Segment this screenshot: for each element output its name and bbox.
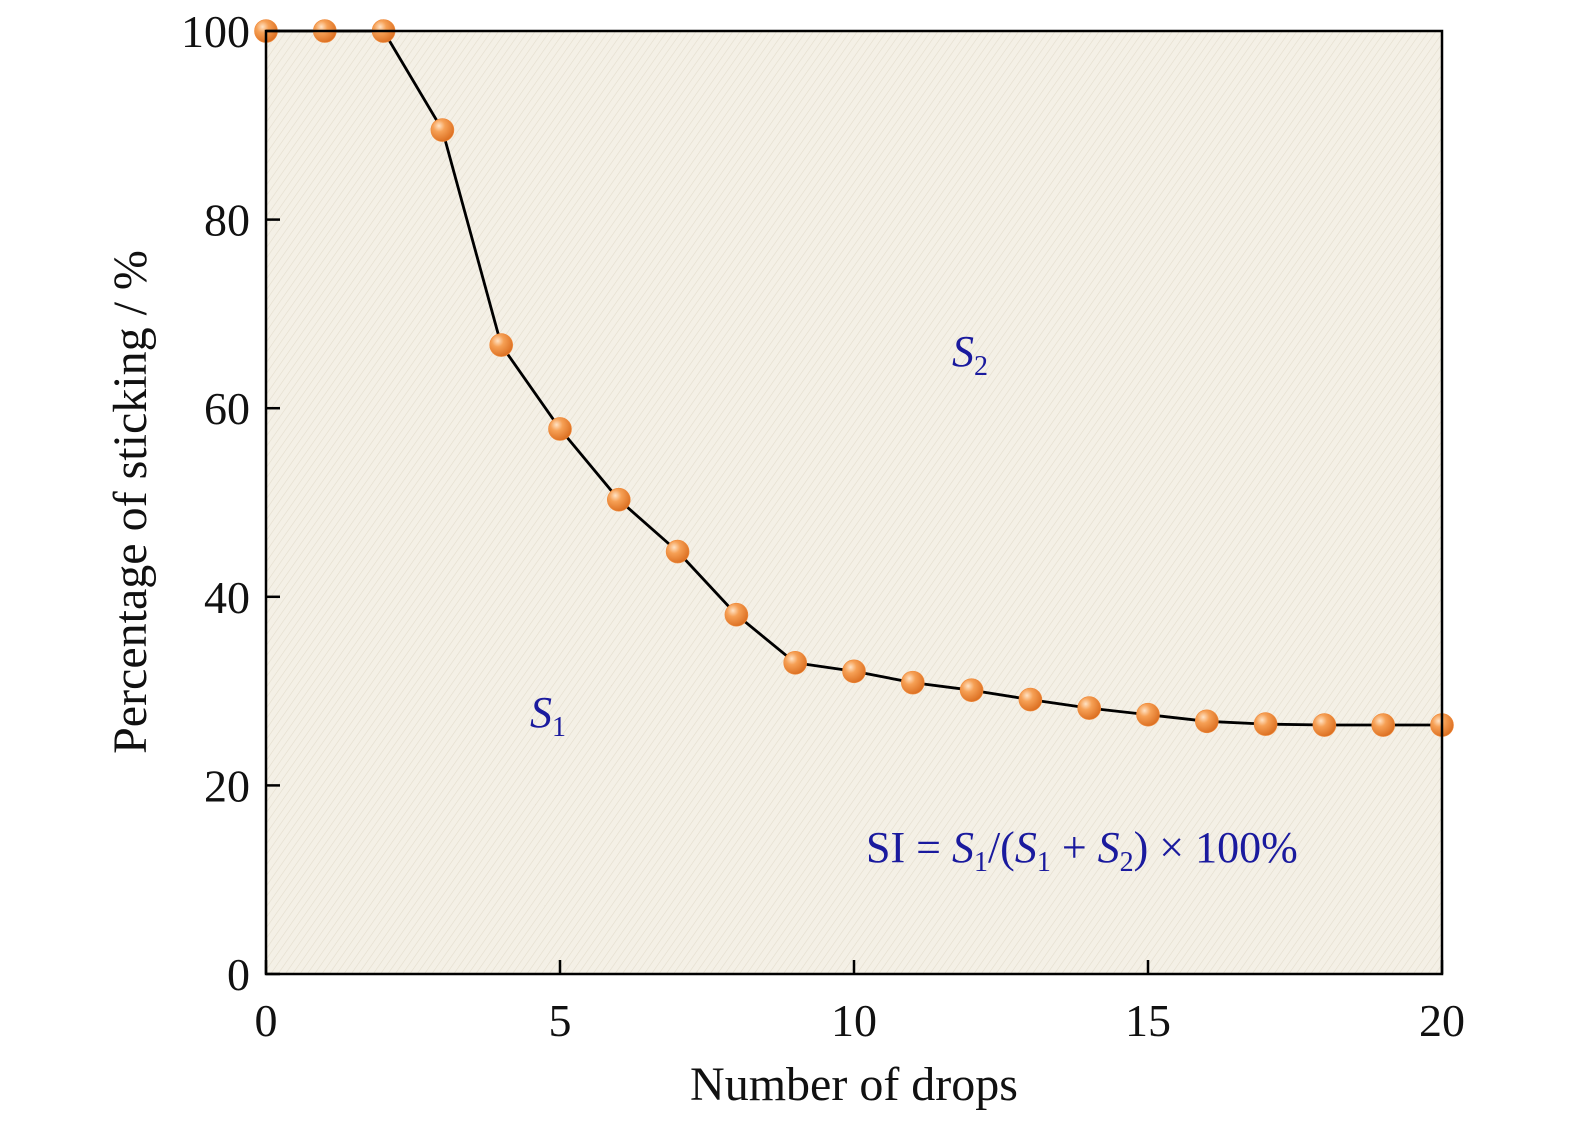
- data-point: [724, 602, 749, 627]
- data-point: [842, 659, 866, 684]
- formula-close: ) × 100%: [1134, 823, 1298, 872]
- x-tick-label: 15: [1125, 995, 1171, 1046]
- data-point: [1253, 712, 1278, 736]
- data-point: [1371, 713, 1395, 737]
- y-axis-title: Percentage of sticking / %: [104, 250, 157, 754]
- y-tick-label: 0: [227, 949, 250, 1000]
- y-tick-label: 40: [204, 572, 250, 623]
- data-point: [1312, 713, 1337, 737]
- series-layer: [254, 19, 1454, 737]
- data-point: [1077, 696, 1101, 720]
- formula-open: /(: [988, 823, 1015, 872]
- x-axis-ticks: 0 5 10 15 20: [255, 960, 1465, 1046]
- annotation-s1: S1: [530, 688, 566, 743]
- formula-sub-1b: 1: [1037, 847, 1051, 878]
- formula-sub-2: 2: [1120, 847, 1134, 878]
- formula-sub-1a: 1: [974, 847, 988, 878]
- formula-plus: +: [1051, 823, 1098, 872]
- data-point: [783, 651, 808, 675]
- formula-s-a: S: [952, 823, 974, 872]
- annotation-s2-main: S: [952, 327, 974, 376]
- annotation-formula: SI = S1/(S1 + S2) × 100%: [866, 823, 1298, 878]
- annotation-s2-sub: 2: [974, 351, 988, 382]
- x-axis-title: Number of drops: [690, 1058, 1018, 1111]
- data-point: [548, 417, 572, 441]
- y-tick-label: 80: [204, 195, 250, 246]
- x-tick-label: 0: [255, 995, 278, 1046]
- data-point: [489, 333, 514, 357]
- data-point: [1195, 709, 1219, 734]
- data-point: [1136, 702, 1160, 727]
- x-tick-label: 10: [831, 995, 877, 1046]
- data-point: [900, 670, 925, 695]
- annotation-s1-main: S: [530, 688, 552, 737]
- formula-s-b: S: [1015, 823, 1037, 872]
- data-point: [959, 678, 984, 702]
- annotation-s2: S2: [952, 327, 988, 382]
- y-tick-label: 100: [181, 6, 250, 57]
- data-point: [606, 487, 631, 512]
- data-point: [430, 118, 455, 142]
- y-axis-ticks: 0 20 40 60 80 100: [181, 6, 280, 1000]
- y-tick-label: 60: [204, 383, 250, 434]
- annotation-s1-sub: 1: [552, 712, 566, 743]
- formula-prefix: SI =: [866, 823, 952, 872]
- y-tick-label: 20: [204, 760, 250, 811]
- formula-s-c: S: [1098, 823, 1120, 872]
- plot-background: [266, 31, 1442, 974]
- data-point: [1018, 687, 1043, 712]
- x-tick-label: 20: [1419, 995, 1465, 1046]
- data-point: [665, 539, 690, 564]
- x-tick-label: 5: [549, 995, 572, 1046]
